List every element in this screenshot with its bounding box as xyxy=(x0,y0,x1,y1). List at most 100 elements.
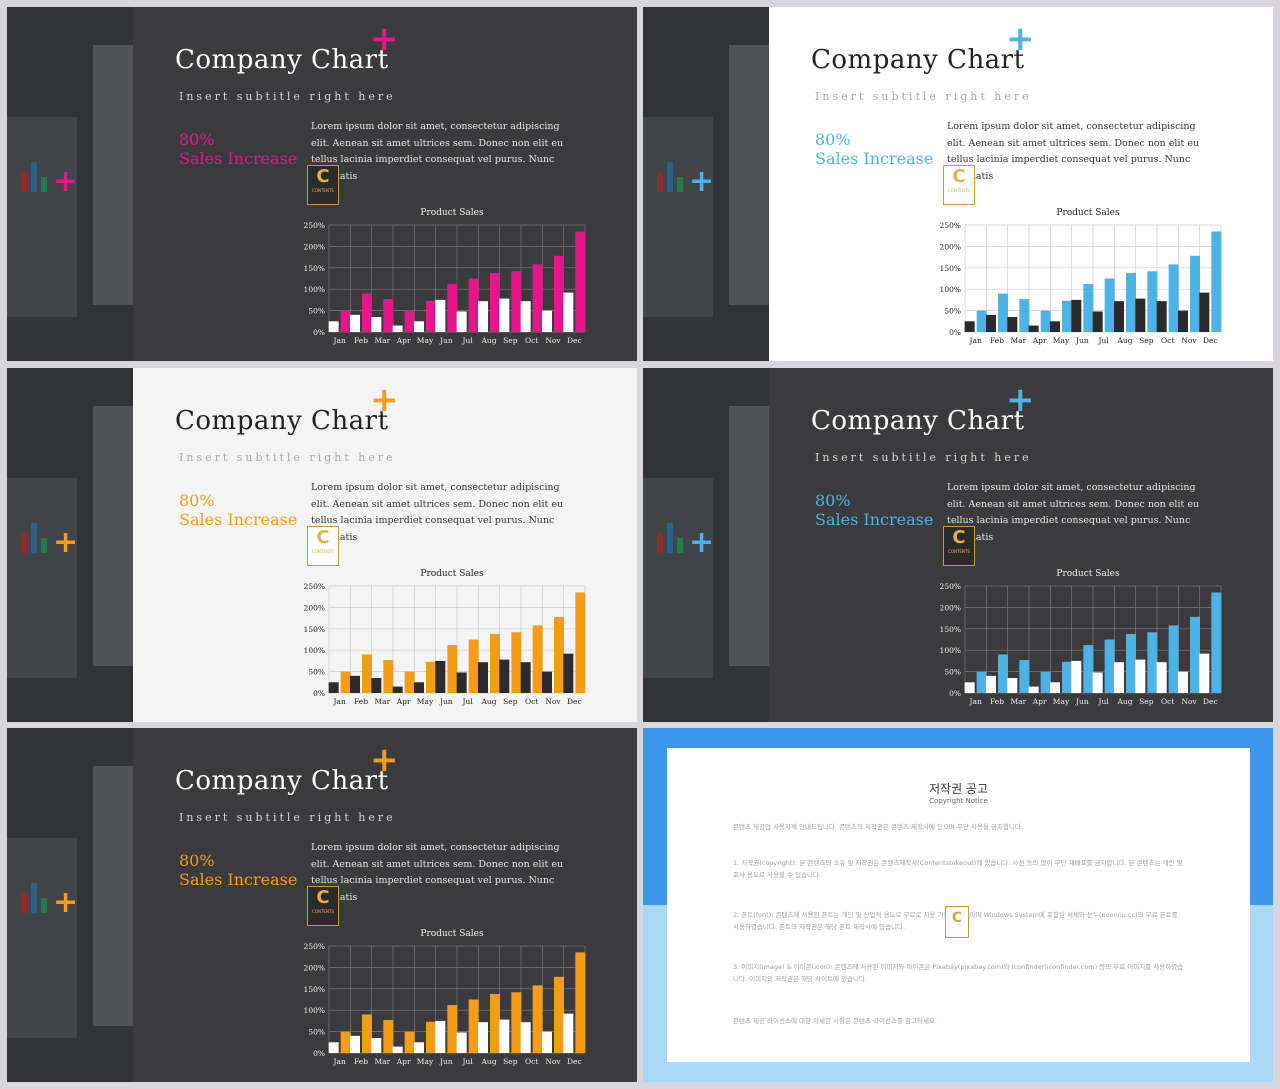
x-tick-label: Jul xyxy=(462,1057,474,1066)
x-tick-label: Nov xyxy=(545,697,561,706)
bar-series-2 xyxy=(575,231,586,332)
bar-series-2 xyxy=(1040,310,1051,332)
bar-series-2 xyxy=(1062,661,1072,693)
y-tick-label: 0% xyxy=(313,689,325,698)
y-tick-label: 50% xyxy=(308,1028,325,1037)
bar-series-1 xyxy=(542,310,552,332)
x-tick-label: Dec xyxy=(567,1057,582,1066)
brand-logo: C CONTENTS xyxy=(307,165,339,205)
x-tick-label: Feb xyxy=(990,697,1004,706)
bar-series-1 xyxy=(1114,301,1124,332)
x-tick-label: Mar xyxy=(374,697,390,706)
x-tick-label: Aug xyxy=(480,697,496,706)
bar-series-2 xyxy=(1211,592,1222,693)
bar-series-1 xyxy=(563,292,574,332)
bar-series-2 xyxy=(383,1020,394,1053)
y-tick-label: 100% xyxy=(304,285,325,294)
y-tick-label: 250% xyxy=(304,942,325,951)
bar-series-1 xyxy=(542,1031,552,1053)
bar-series-2 xyxy=(1147,632,1158,693)
bar-series-1 xyxy=(350,314,360,332)
bar-series-1 xyxy=(435,660,446,693)
y-tick-label: 150% xyxy=(940,264,961,273)
bar-series-1 xyxy=(456,672,467,693)
slide-1[interactable]: + Company Chart Insert subtitle right he… xyxy=(7,7,637,361)
x-tick-label: Feb xyxy=(354,1057,368,1066)
plus-icon: + xyxy=(689,525,715,560)
bar-series-2 xyxy=(340,671,351,693)
bar-series-1 xyxy=(414,682,424,693)
slide-5[interactable]: + Company Chart Insert subtitle right he… xyxy=(7,728,637,1082)
bar-series-1 xyxy=(478,301,488,332)
x-tick-label: Jun xyxy=(1075,336,1089,345)
stat-value: 80% xyxy=(179,851,215,870)
bar-series-2 xyxy=(340,1031,351,1053)
x-tick-label: Sep xyxy=(503,1057,518,1066)
bar-series-2 xyxy=(511,632,522,693)
x-tick-label: Mar xyxy=(374,1057,390,1066)
bar-series-2 xyxy=(1062,300,1072,332)
chart-title: Product Sales xyxy=(420,569,484,579)
notice-paragraph: 1. 저작권(copyright): 본 콘텐츠의 소유 및 저작권은 콘텐츠제… xyxy=(733,859,1183,879)
bar-series-2 xyxy=(404,1031,415,1053)
x-tick-label: Aug xyxy=(480,1057,496,1066)
x-tick-label: Oct xyxy=(525,336,538,345)
bar-series-1 xyxy=(435,1020,446,1053)
product-sales-chart: Product Sales 0% 50% 100% 150% 200% 250% Jan Feb… xyxy=(304,569,586,706)
content-panel: + Company Chart Insert subtitle right he… xyxy=(133,728,637,1082)
x-tick-label: Sep xyxy=(1139,697,1154,706)
y-tick-label: 150% xyxy=(304,264,325,273)
x-tick-label: Mar xyxy=(374,336,390,345)
stat-label: Sales Increase xyxy=(179,149,298,168)
x-tick-label: Jul xyxy=(462,697,474,706)
bar-series-2 xyxy=(447,1005,458,1053)
notice-paragraph: 콘텐츠 제공 라이선스에 대한 자세한 사항은 콘텐츠 라이선스를 참고하세요. xyxy=(733,1017,937,1025)
background-photo xyxy=(7,728,133,1082)
bar-series-1 xyxy=(414,1042,424,1053)
product-sales-chart: Product Sales 0% 50% 100% 150% 200% 250% Jan Feb… xyxy=(940,208,1222,345)
bar-series-2 xyxy=(362,654,372,693)
y-tick-label: 0% xyxy=(313,1049,325,1058)
y-tick-label: 100% xyxy=(304,1006,325,1015)
bar-series-1 xyxy=(986,675,996,693)
product-sales-chart: Product Sales 0% 50% 100% 150% 200% 250% Jan Feb… xyxy=(940,569,1222,706)
slide-subtitle: Insert subtitle right here xyxy=(179,90,396,103)
bar-series-1 xyxy=(1071,660,1082,693)
bar-series-1 xyxy=(414,321,424,332)
x-tick-label: Nov xyxy=(545,1057,561,1066)
bar-series-2 xyxy=(340,310,351,332)
plus-icon: + xyxy=(53,525,79,560)
content-panel: + Company Chart Insert subtitle right he… xyxy=(133,368,637,722)
x-tick-label: Dec xyxy=(1203,697,1218,706)
bar-series-1 xyxy=(1156,662,1167,693)
slide-4[interactable]: + Company Chart Insert subtitle right he… xyxy=(643,368,1273,722)
slide-2[interactable]: + Company Chart Insert subtitle right he… xyxy=(643,7,1273,361)
x-tick-label: Oct xyxy=(525,1057,538,1066)
x-tick-label: Dec xyxy=(1203,336,1218,345)
content-panel: + Company Chart Insert subtitle right he… xyxy=(769,368,1273,722)
bar-series-1 xyxy=(1199,292,1210,332)
y-tick-label: 150% xyxy=(940,625,961,634)
bar-series-1 xyxy=(563,1013,574,1053)
bar-series-1 xyxy=(1199,653,1210,693)
y-tick-label: 100% xyxy=(940,646,961,655)
x-tick-label: Aug xyxy=(1116,697,1132,706)
plus-icon: + xyxy=(1006,19,1035,59)
bar-series-2 xyxy=(1104,639,1115,693)
slide-3[interactable]: + Company Chart Insert subtitle right he… xyxy=(7,368,637,722)
bar-series-2 xyxy=(404,310,415,332)
plus-icon: + xyxy=(53,164,79,199)
y-tick-label: 200% xyxy=(940,603,961,612)
bar-series-1 xyxy=(1071,299,1082,332)
stat-value: 80% xyxy=(815,130,851,149)
bar-series-1 xyxy=(964,682,975,693)
bar-series-1 xyxy=(478,662,488,693)
bar-series-1 xyxy=(1050,321,1060,332)
y-tick-label: 200% xyxy=(940,242,961,251)
x-tick-label: Jan xyxy=(333,697,346,706)
x-tick-label: Sep xyxy=(1139,336,1154,345)
copyright-notice-slide[interactable]: 저작권 공고 Copyright Notice 콘텐츠 제공업 사용자께 안내드… xyxy=(643,728,1273,1082)
bar-series-1 xyxy=(371,1038,382,1053)
chart-title: Product Sales xyxy=(1056,569,1120,579)
x-tick-label: Mar xyxy=(1010,697,1026,706)
